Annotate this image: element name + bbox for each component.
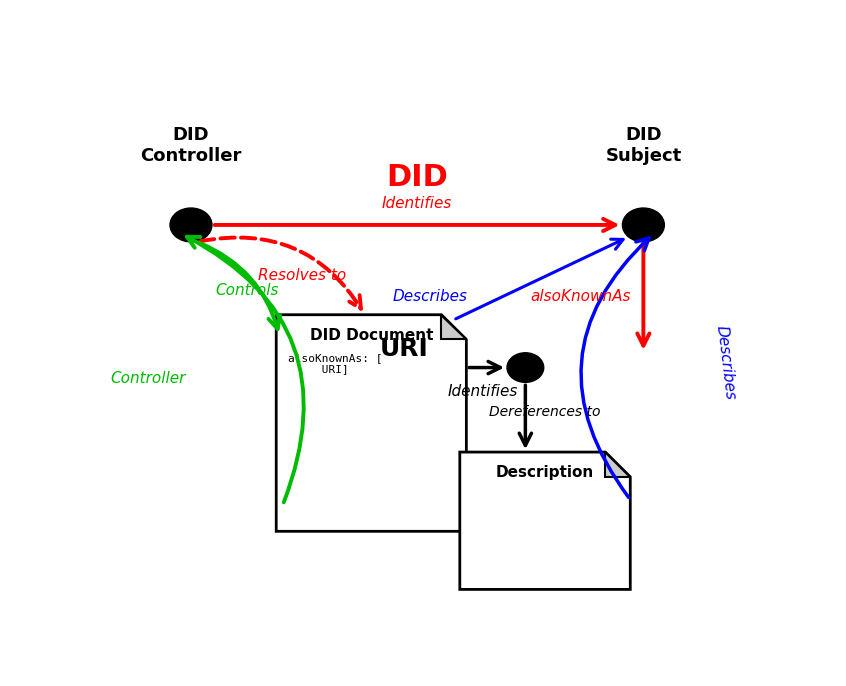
Polygon shape bbox=[460, 452, 630, 589]
Text: Identifies: Identifies bbox=[448, 384, 518, 399]
Circle shape bbox=[507, 353, 544, 382]
Circle shape bbox=[623, 208, 664, 242]
Text: alsoKnownAs: [
     URI]: alsoKnownAs: [ URI] bbox=[288, 353, 382, 375]
Text: Controller: Controller bbox=[111, 370, 186, 386]
Text: Description: Description bbox=[496, 465, 594, 480]
Text: alsoKnownAs: alsoKnownAs bbox=[530, 289, 631, 304]
Text: Controls: Controls bbox=[215, 283, 278, 298]
Text: URI: URI bbox=[380, 337, 428, 361]
Text: DID Document: DID Document bbox=[310, 328, 433, 343]
Polygon shape bbox=[606, 452, 630, 477]
Text: DID
Controller: DID Controller bbox=[140, 126, 242, 165]
Text: Dereferences to: Dereferences to bbox=[489, 405, 601, 419]
Polygon shape bbox=[442, 315, 466, 340]
Text: Resolves to: Resolves to bbox=[258, 268, 347, 283]
Text: Describes: Describes bbox=[713, 324, 738, 401]
Circle shape bbox=[170, 208, 212, 242]
Polygon shape bbox=[276, 315, 466, 531]
Text: DID: DID bbox=[387, 163, 448, 192]
Text: Describes: Describes bbox=[393, 289, 468, 304]
Text: DID
Subject: DID Subject bbox=[605, 126, 682, 165]
Text: Identifies: Identifies bbox=[382, 196, 453, 211]
